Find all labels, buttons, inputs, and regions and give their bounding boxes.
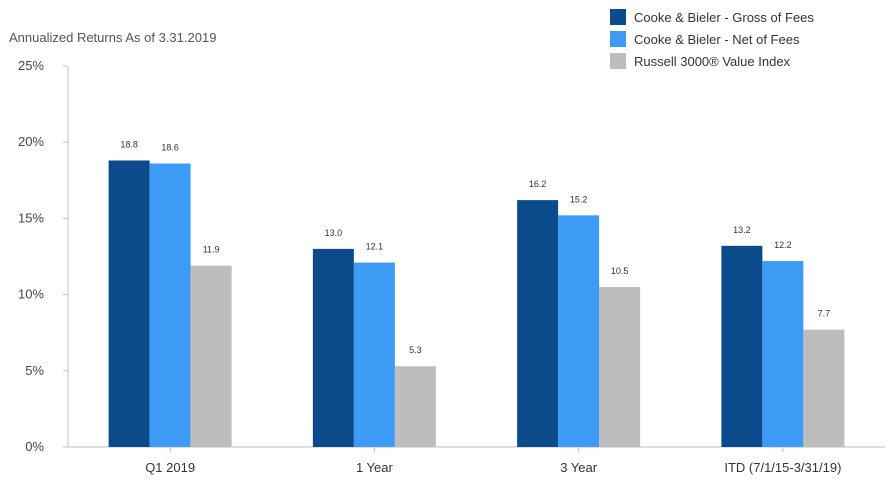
y-tick-label: 10% bbox=[18, 287, 44, 302]
data-label: 10.5 bbox=[611, 266, 629, 276]
bar bbox=[762, 261, 804, 447]
x-tick-label: 3 Year bbox=[560, 460, 598, 475]
bar bbox=[312, 248, 354, 447]
data-label: 16.2 bbox=[529, 179, 547, 189]
bar bbox=[803, 329, 845, 447]
data-label: 12.2 bbox=[774, 240, 792, 250]
y-tick-label: 25% bbox=[18, 58, 44, 73]
data-label: 7.7 bbox=[818, 309, 831, 319]
x-tick-label: 1 Year bbox=[356, 460, 394, 475]
bar bbox=[353, 262, 395, 447]
bar bbox=[108, 160, 150, 447]
legend-label-gross: Cooke & Bieler - Gross of Fees bbox=[634, 9, 814, 25]
legend-swatch-russell bbox=[610, 53, 626, 69]
bar bbox=[190, 265, 232, 447]
legend-label-net: Cooke & Bieler - Net of Fees bbox=[634, 31, 800, 47]
data-label: 13.2 bbox=[733, 225, 751, 235]
legend-item-russell: Russell 3000® Value Index bbox=[610, 50, 814, 72]
legend: Cooke & Bieler - Gross of Fees Cooke & B… bbox=[610, 6, 814, 72]
y-tick-label: 20% bbox=[18, 134, 44, 149]
data-label: 11.9 bbox=[203, 245, 220, 255]
bar bbox=[149, 163, 191, 447]
chart-title: Annualized Returns As of 3.31.2019 bbox=[9, 30, 217, 45]
x-tick-label: Q1 2019 bbox=[145, 460, 195, 475]
legend-item-gross: Cooke & Bieler - Gross of Fees bbox=[610, 6, 814, 28]
data-label: 13.0 bbox=[325, 228, 343, 238]
y-tick-label: 0% bbox=[25, 439, 44, 454]
y-tick-label: 5% bbox=[25, 363, 44, 378]
legend-item-net: Cooke & Bieler - Net of Fees bbox=[610, 28, 814, 50]
legend-swatch-gross bbox=[610, 9, 626, 25]
legend-swatch-net bbox=[610, 31, 626, 47]
bar bbox=[558, 215, 600, 447]
bar bbox=[394, 366, 436, 447]
data-label: 5.3 bbox=[409, 345, 422, 355]
legend-label-russell: Russell 3000® Value Index bbox=[634, 53, 791, 69]
data-label: 15.2 bbox=[570, 194, 588, 204]
bar bbox=[599, 286, 641, 447]
y-tick-label: 15% bbox=[18, 210, 44, 225]
bar bbox=[517, 200, 559, 447]
bar bbox=[721, 245, 763, 447]
x-tick-label: ITD (7/1/15-3/31/19) bbox=[724, 460, 841, 475]
data-label: 12.1 bbox=[366, 242, 384, 252]
data-label: 18.8 bbox=[120, 139, 138, 149]
data-label: 18.6 bbox=[161, 143, 179, 153]
